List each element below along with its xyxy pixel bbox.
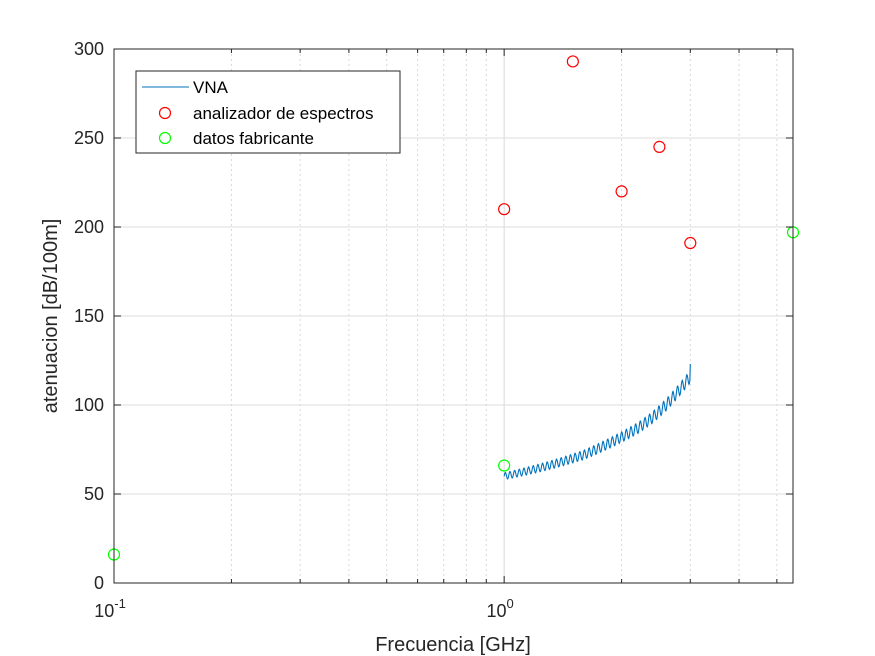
x-tick-label-base: 10 <box>94 601 114 621</box>
legend-box <box>135 70 401 154</box>
legend-label: datos fabricante <box>193 129 314 148</box>
grid <box>114 49 793 583</box>
legend-swatch-marker <box>158 106 172 120</box>
y-tick-label: 50 <box>84 484 104 504</box>
y-tick-label: 150 <box>74 306 104 326</box>
legend-items: VNA analizador de espectros datos fabrican… <box>142 78 374 148</box>
x-tick-label: 10-1 <box>94 596 126 621</box>
marker-analizador-de-espectros <box>684 236 697 250</box>
x-tick-label: 100 <box>487 596 514 621</box>
y-tick-label: 0 <box>94 573 104 593</box>
legend: VNA analizador de espectros datos fabrican… <box>135 70 401 154</box>
x-tick-label-base: 10 <box>487 601 507 621</box>
series-line-vna <box>503 364 691 480</box>
x-tick-label-exponent: -1 <box>114 596 126 611</box>
marker-analizador-de-espectros <box>566 55 579 68</box>
marker-analizador-de-espectros <box>498 203 511 216</box>
y-tick-label: 100 <box>74 395 104 415</box>
legend-swatch-marker <box>158 131 172 145</box>
marker-datos-fabricante <box>498 459 511 472</box>
y-axis-label: atenuacion [dB/100m] <box>40 219 62 414</box>
marker-analizador-de-espectros <box>615 185 628 198</box>
y-tick-label: 250 <box>74 128 104 148</box>
y-tick-label: 300 <box>74 39 104 59</box>
x-tick-label-exponent: 0 <box>507 596 514 611</box>
ticks <box>113 48 793 584</box>
marker-analizador-de-espectros <box>653 140 666 153</box>
legend-label: VNA <box>193 78 229 97</box>
y-tick-label: 200 <box>74 217 104 237</box>
legend-label: analizador de espectros <box>193 104 374 123</box>
x-axis-label: Frecuencia [GHz] <box>375 634 531 656</box>
